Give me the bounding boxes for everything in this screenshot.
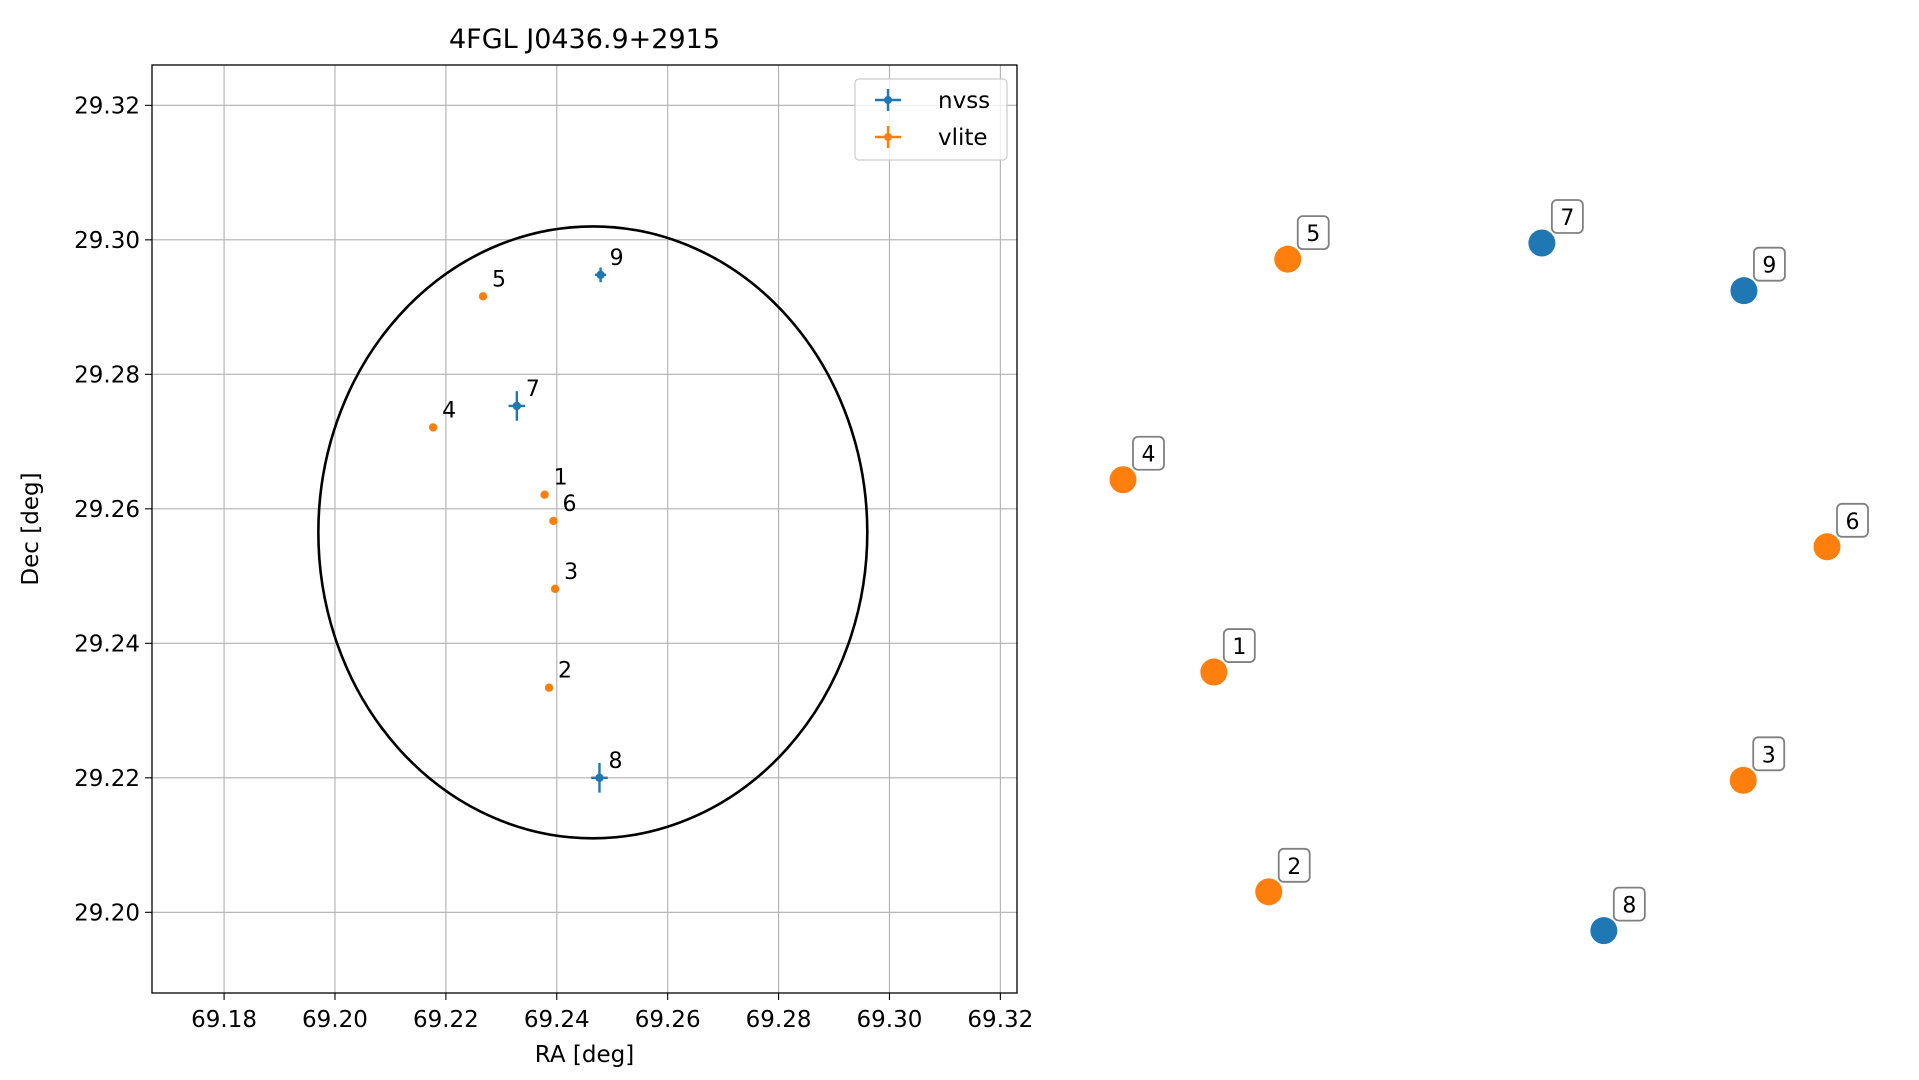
marker-label-5: 5	[1306, 222, 1320, 247]
x-tick-label: 69.30	[857, 1007, 923, 1033]
nvss-point-7	[512, 401, 522, 411]
legend-entries: nvss vlite	[875, 88, 990, 151]
vlite-marker-5	[1274, 245, 1302, 273]
data-points: 7 8 9 1 2 3 4 5 6	[428, 246, 624, 793]
marker-label-box-1	[1222, 628, 1256, 663]
marker-label-box-6	[1836, 502, 1869, 538]
point-label-3: 3	[564, 560, 578, 585]
y-tick-label: 29.30	[74, 228, 140, 254]
nvss-point-9	[596, 270, 605, 280]
marker-overview-panel: 7 8 9 1 2 3 4 5 6	[1109, 199, 1869, 945]
legend: nvss vlite	[854, 78, 1008, 161]
vlite-point-4	[428, 423, 438, 432]
point-label-7: 7	[526, 377, 540, 402]
legend-label-vlite: vlite	[938, 125, 988, 151]
y-tick-label: 29.28	[74, 362, 140, 388]
marker-label-box-5	[1296, 215, 1330, 251]
vlite-point-5	[478, 292, 488, 301]
nvss-point-8	[595, 773, 604, 783]
vlite-marker-4	[1109, 466, 1137, 494]
point-label-4: 4	[442, 398, 456, 423]
marker-label-8: 8	[1622, 894, 1636, 919]
x-tick-label: 69.28	[746, 1007, 812, 1033]
marker-label-4: 4	[1142, 443, 1156, 468]
marker-label-3: 3	[1762, 743, 1776, 768]
vlite-marker-2	[1255, 878, 1283, 906]
x-tick-label: 69.24	[524, 1007, 590, 1033]
legend-dot-nvss	[884, 96, 892, 104]
point-label-9: 9	[610, 246, 624, 271]
y-tick-label: 29.26	[74, 497, 140, 523]
y-tick-label: 29.20	[74, 900, 140, 926]
point-label-2: 2	[558, 659, 572, 684]
vlite-point-3	[550, 584, 560, 594]
localization-ellipse-path	[317, 225, 869, 840]
localization-ellipse	[317, 225, 869, 840]
y-tick-label: 29.32	[74, 93, 140, 119]
x-tick-label: 69.22	[413, 1007, 479, 1033]
x-tick-label: 69.26	[635, 1007, 701, 1033]
marker-label-box-8	[1612, 886, 1646, 922]
marker-label-2: 2	[1287, 855, 1301, 880]
y-tick-label: 29.22	[74, 766, 140, 792]
marker-label-box-9	[1753, 246, 1786, 282]
axis-ticks: 69.18 69.20 69.22 69.24 69.26 69.28 69.30 69.32…	[74, 93, 1033, 1033]
y-axis-label: Dec [deg]	[18, 472, 44, 585]
nvss-marker-8	[1590, 917, 1618, 945]
x-tick-label: 69.18	[191, 1007, 257, 1033]
axes-frame	[151, 64, 1018, 994]
vlite-point-1	[540, 490, 549, 499]
marker-label-box-3	[1752, 736, 1786, 772]
point-label-5: 5	[492, 267, 506, 292]
marker-label-box-7	[1550, 199, 1584, 234]
vlite-marker-3	[1729, 766, 1757, 794]
grid	[152, 65, 1017, 993]
vlite-point-2	[544, 683, 554, 692]
chart-title: 4FGL J0436.9+2915	[449, 24, 720, 55]
vlite-marker-1	[1200, 658, 1228, 686]
x-tick-label: 69.32	[967, 1007, 1033, 1033]
nvss-marker-9	[1730, 277, 1758, 305]
legend-label-nvss: nvss	[938, 88, 990, 114]
x-tick-label: 69.20	[302, 1007, 368, 1033]
marker-label-box-4	[1132, 435, 1165, 471]
y-tick-label: 29.24	[74, 631, 140, 657]
vlite-marker-6	[1813, 533, 1841, 561]
point-label-1: 1	[554, 466, 568, 491]
point-label-6: 6	[562, 492, 576, 517]
legend-dot-vlite	[884, 133, 892, 141]
vlite-point-6	[549, 516, 558, 526]
point-label-8: 8	[608, 749, 622, 774]
marker-label-6: 6	[1846, 510, 1860, 535]
marker-label-7: 7	[1560, 206, 1574, 231]
marker-label-1: 1	[1232, 635, 1246, 660]
marker-label-9: 9	[1762, 254, 1776, 279]
marker-label-box-2	[1277, 847, 1311, 883]
x-axis-label: RA [deg]	[535, 1042, 634, 1068]
nvss-marker-7	[1528, 229, 1556, 257]
